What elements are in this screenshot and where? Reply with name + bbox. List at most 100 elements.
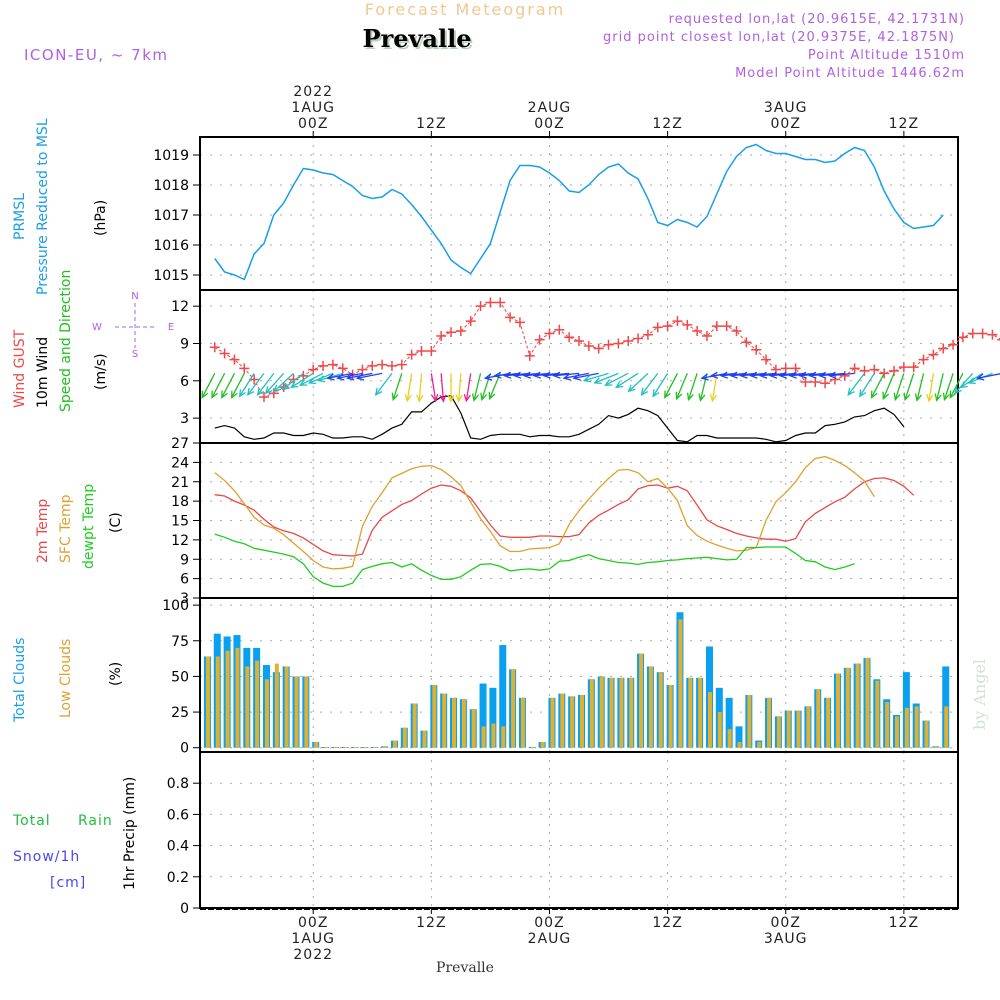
gust-marker xyxy=(692,326,703,337)
wind-arrow-head xyxy=(455,394,463,403)
gust-marker xyxy=(406,349,417,360)
compass-w: W xyxy=(92,322,102,333)
bar-low-clouds xyxy=(412,703,417,748)
gust-marker xyxy=(682,319,693,330)
wind-arrow-head xyxy=(709,394,717,403)
wind-arrow xyxy=(594,372,619,384)
gust-marker xyxy=(761,354,772,365)
y-tick-label: 3 xyxy=(180,591,189,607)
wind-arrow-head xyxy=(959,381,968,389)
wind-arrow xyxy=(916,373,925,401)
y-tick-label: 0.6 xyxy=(167,807,189,823)
bar-low-clouds xyxy=(826,697,831,748)
bar-low-clouds xyxy=(668,684,673,748)
top-time-label: 3AUG xyxy=(764,100,808,116)
wind-arrow xyxy=(553,372,580,377)
bar-low-clouds xyxy=(245,666,250,748)
bar-low-clouds xyxy=(314,742,319,748)
precip-panel: 0 0.2 0.4 0.6 0.8 xyxy=(167,751,959,917)
wind-arrow xyxy=(473,373,482,401)
bar-low-clouds xyxy=(373,747,378,749)
bar-low-clouds xyxy=(225,650,230,748)
y-tick-label: 21 xyxy=(171,475,189,491)
label-total: Total xyxy=(12,813,51,829)
bar-low-clouds xyxy=(727,729,732,748)
wind-arrow-head xyxy=(231,390,238,399)
y-tick-label: 15 xyxy=(171,514,189,530)
wind-arrow xyxy=(615,372,639,388)
bar-low-clouds xyxy=(747,694,752,748)
bar-low-clouds xyxy=(776,716,781,748)
wind-arrow-head xyxy=(719,371,729,379)
bottom-time-label: 3AUG xyxy=(764,931,808,947)
compass-e: E xyxy=(168,322,174,333)
bar-total-clouds xyxy=(725,697,733,748)
gust-marker xyxy=(633,333,644,344)
bar-low-clouds xyxy=(343,747,348,749)
gust-marker xyxy=(367,360,378,371)
wind-arrow-head xyxy=(273,384,282,393)
grid-point-coords: grid point closest lon,lat (20.9375E, 42… xyxy=(603,30,955,45)
wind-arrow-head xyxy=(513,371,522,379)
y-tick-label: 50 xyxy=(171,669,189,685)
y-tick-label: 0.8 xyxy=(167,776,189,792)
bar-low-clouds xyxy=(383,746,388,748)
gust-marker xyxy=(386,360,397,371)
wind-arrow-head xyxy=(949,390,957,399)
gust-marker xyxy=(967,328,978,339)
bar-low-clouds xyxy=(934,746,939,748)
wind-arrow xyxy=(299,372,324,386)
wind-arrow xyxy=(584,372,609,382)
wind-arrow xyxy=(201,373,216,398)
wind-arrow xyxy=(605,372,629,386)
gust-marker xyxy=(623,336,634,346)
wind-arrow-head xyxy=(298,379,308,386)
top-title: Forecast Meteogram xyxy=(365,0,565,19)
wind-arrow-head xyxy=(593,377,602,385)
gust-marker xyxy=(465,316,476,327)
wind-arrow xyxy=(247,372,265,396)
bar-low-clouds xyxy=(452,697,457,748)
bar-low-clouds xyxy=(599,676,604,748)
wind-arrow xyxy=(904,373,915,400)
bottom-time-label: 2022 xyxy=(293,947,333,963)
compass-s: S xyxy=(132,349,138,360)
wind-arrow-head xyxy=(847,387,855,396)
bar-low-clouds xyxy=(944,706,949,748)
y-tick-label: 24 xyxy=(171,455,189,471)
y-tick-label: 25 xyxy=(171,705,189,721)
wind-arrow xyxy=(239,372,255,397)
bar-total-clouds xyxy=(735,726,743,748)
wind-arrow-head xyxy=(859,389,867,398)
wind-arrow-head xyxy=(391,392,399,402)
bar-low-clouds xyxy=(757,742,762,748)
wind-arrow xyxy=(894,373,905,400)
y-tick-label: 12 xyxy=(171,533,189,549)
y-tick-label: 1016 xyxy=(153,238,189,254)
gust-marker xyxy=(662,321,673,332)
wind-arrow xyxy=(430,373,437,402)
label-hpa: (hPa) xyxy=(93,200,109,236)
gust-marker xyxy=(820,378,831,389)
gust-marker xyxy=(455,326,466,337)
wind-arrow-head xyxy=(976,373,985,381)
bar-low-clouds xyxy=(855,663,860,748)
precip-labels: Total Rain Snow/1h [cm] 1hr Precip (mm) xyxy=(12,777,138,891)
top-time-label: 2022 xyxy=(293,84,333,100)
bar-low-clouds xyxy=(806,706,811,748)
gust-marker xyxy=(229,354,240,365)
series-line-10m-wind xyxy=(214,395,905,443)
wind-arrow-head xyxy=(614,381,624,389)
wind-arrow-head xyxy=(749,371,758,379)
wind-arrow xyxy=(977,373,1000,379)
bar-low-clouds xyxy=(875,680,880,748)
wind-arrow-head xyxy=(700,373,709,381)
bar-low-clouds xyxy=(835,673,840,748)
gust-marker xyxy=(879,368,890,379)
wind-arrow xyxy=(318,372,343,382)
gust-marker xyxy=(416,345,427,356)
wind-arrow-head xyxy=(759,371,768,379)
wind-arrow-head xyxy=(326,373,335,381)
wind-arrow xyxy=(928,373,935,402)
bar-low-clouds xyxy=(392,740,397,748)
